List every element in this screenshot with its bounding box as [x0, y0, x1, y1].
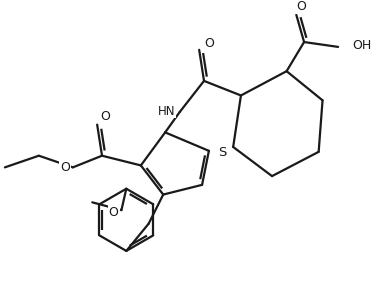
Text: O: O	[109, 206, 119, 219]
Text: S: S	[218, 146, 227, 159]
Text: O: O	[296, 0, 306, 13]
Text: O: O	[100, 110, 110, 123]
Text: OH: OH	[352, 39, 372, 52]
Text: O: O	[60, 161, 70, 174]
Text: HN: HN	[157, 105, 175, 118]
Text: O: O	[204, 36, 214, 50]
